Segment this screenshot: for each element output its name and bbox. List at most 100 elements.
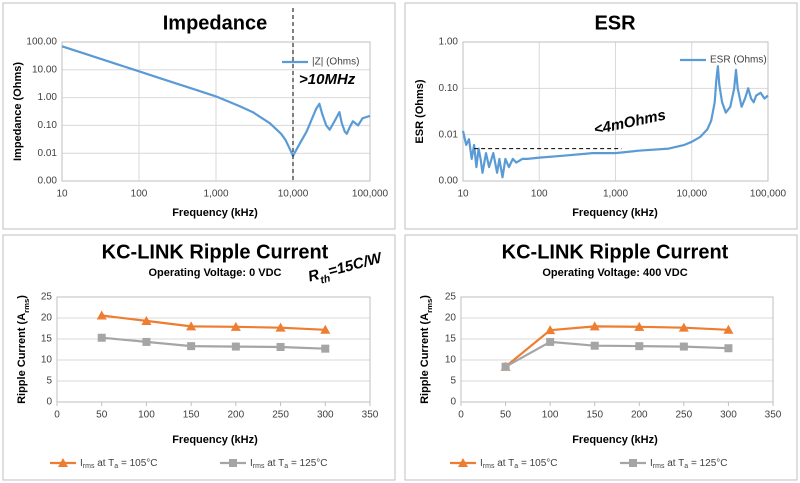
plot-frame — [61, 41, 371, 182]
legend-label-part: = 125°C — [288, 458, 327, 469]
legend-label-part: at T — [94, 458, 114, 469]
marker-triangle — [458, 458, 468, 467]
marker-triangle — [186, 321, 197, 331]
y-tick-label: 20 — [41, 313, 53, 324]
legend-label-part: = 125°C — [688, 458, 727, 469]
y-tick-label: 100.00 — [26, 37, 57, 48]
x-tick-label: 150 — [586, 410, 603, 421]
y-axis-label: Ripple Current (Arms) — [419, 295, 434, 404]
marker-triangle — [275, 322, 286, 332]
y-tick-label: 0.10 — [38, 120, 58, 131]
marker-triangle — [545, 325, 556, 335]
y-tick-label: 0.00 — [38, 176, 58, 187]
marker-square — [724, 344, 733, 353]
y-tick-label: 5 — [46, 376, 52, 387]
chart-title: ESR — [594, 12, 636, 34]
marker-square — [679, 342, 688, 351]
x-tick-label: 10,000 — [676, 189, 707, 200]
marker-square — [142, 337, 151, 346]
chart-subtitle: Operating Voltage: 0 VDC — [148, 267, 281, 279]
legend-label: Irms at Ta = 125°C — [650, 458, 728, 471]
y-tick-label: 10 — [41, 355, 53, 366]
x-tick-label: 100 — [531, 189, 548, 200]
marker-triangle — [634, 321, 645, 331]
legend-label: Irms at Ta = 105°C — [480, 458, 558, 471]
x-tick-label: 50 — [96, 410, 108, 421]
series-line — [101, 314, 326, 331]
y-axis-label: ESR (Ohms) — [414, 79, 426, 144]
y-tick-label: 15 — [41, 334, 53, 345]
legend-label-part: a — [284, 463, 288, 470]
legend-label-part: I — [80, 458, 83, 469]
y-tick-label: 0.01 — [38, 148, 58, 159]
y-tick-label: 10 — [445, 355, 457, 366]
panel-frame — [404, 234, 798, 481]
legend-label-part: at T — [494, 458, 514, 469]
y-axis-label-part: rms — [22, 299, 31, 313]
plot-frame — [462, 41, 769, 182]
x-tick-label: 10 — [56, 189, 68, 200]
marker-square — [590, 341, 599, 350]
y-tick-label: 10.00 — [32, 64, 57, 75]
marker-square — [276, 342, 285, 351]
marker-triangle — [230, 321, 241, 331]
y-axis-label: Impedance (Ohms) — [12, 62, 24, 161]
legend-label-part: a — [114, 463, 118, 470]
x-tick-label: 350 — [362, 410, 379, 421]
x-tick-label: 250 — [676, 410, 693, 421]
y-axis-label-part: rms — [425, 299, 434, 313]
marker-triangle — [678, 322, 689, 332]
marker-triangle — [320, 324, 331, 334]
marker-square — [501, 362, 510, 371]
legend-label-part: = 105°C — [118, 458, 157, 469]
chart-title: Impedance — [163, 12, 267, 34]
y-axis-label-part: ) — [16, 295, 28, 299]
x-tick-label: 100,000 — [352, 189, 389, 200]
annotation: >10MHz — [299, 71, 356, 88]
chart-title: KC-LINK Ripple Current — [102, 241, 329, 263]
y-tick-label: 0.10 — [439, 83, 459, 94]
chart-title: KC-LINK Ripple Current — [502, 241, 729, 263]
x-tick-label: 50 — [500, 410, 512, 421]
y-tick-label: 0.00 — [439, 176, 459, 187]
legend-label-part: a — [514, 463, 518, 470]
y-tick-label: 5 — [450, 376, 456, 387]
panel-frame — [2, 234, 396, 481]
y-axis-label-part: Ripple Current (A — [16, 313, 28, 404]
x-tick-label: 1,000 — [203, 189, 228, 200]
legend-label-part: rms — [653, 463, 665, 470]
legend-label-part: at T — [664, 458, 684, 469]
x-tick-label: 350 — [765, 410, 782, 421]
x-axis-label: Frequency (kHz) — [572, 434, 658, 446]
x-tick-label: 0 — [54, 410, 60, 421]
series-line — [101, 336, 326, 350]
legend-label-part: rms — [83, 463, 95, 470]
x-tick-label: 1,000 — [603, 189, 628, 200]
annotation-part: R — [306, 266, 321, 285]
legend-label-part: rms — [253, 463, 265, 470]
y-axis-label-part: ) — [419, 295, 431, 299]
marker-square — [229, 459, 237, 467]
y-tick-label: 25 — [41, 292, 53, 303]
panel-frame — [2, 2, 396, 230]
legend-label-part: at T — [264, 458, 284, 469]
marker-square — [635, 342, 644, 351]
marker-triangle — [96, 310, 107, 320]
x-axis-label: Frequency (kHz) — [172, 434, 258, 446]
marker-square — [321, 344, 330, 353]
legend-label: ESR (Ohms) — [710, 55, 767, 66]
series-line — [61, 45, 371, 157]
y-tick-label: 1.00 — [38, 92, 58, 103]
legend-label-part: I — [250, 458, 253, 469]
marker-triangle — [723, 324, 734, 334]
y-tick-label: 20 — [445, 313, 457, 324]
annotation: <4mOhms — [592, 107, 667, 139]
marker-triangle — [141, 315, 152, 325]
x-tick-label: 200 — [228, 410, 245, 421]
panel-frame — [404, 2, 798, 230]
y-tick-label: 0.01 — [439, 129, 459, 140]
chart-subtitle: Operating Voltage: 400 VDC — [542, 267, 687, 279]
series-line — [461, 65, 769, 179]
x-tick-label: 10 — [457, 189, 469, 200]
